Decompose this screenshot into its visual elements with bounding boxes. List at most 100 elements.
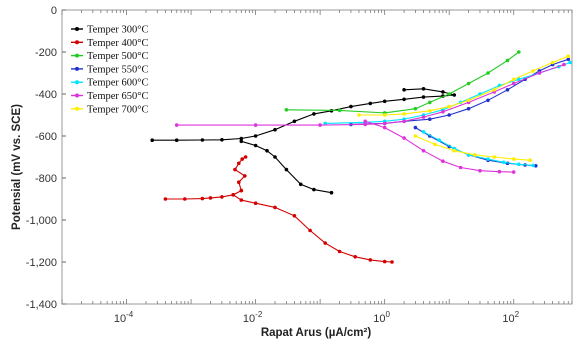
- y-tick-label: -600: [35, 131, 57, 143]
- data-point: [441, 159, 445, 163]
- data-point: [458, 165, 463, 170]
- data-point: [517, 50, 521, 54]
- data-point: [243, 174, 247, 178]
- series-2: [163, 188, 244, 201]
- data-point: [253, 143, 258, 148]
- data-point: [492, 88, 497, 92]
- data-point: [312, 187, 316, 192]
- data-point: [421, 115, 426, 119]
- data-point: [447, 92, 452, 96]
- legend-swatch-marker: [75, 93, 79, 98]
- data-point: [531, 69, 535, 73]
- legend-label: Temper 500°C: [87, 51, 149, 62]
- data-point: [323, 241, 328, 245]
- data-point: [382, 113, 387, 117]
- data-point: [174, 123, 179, 127]
- x-tick-label: 102: [502, 310, 519, 325]
- series-4: [231, 193, 394, 264]
- data-point: [323, 121, 328, 126]
- series-5: [284, 50, 521, 115]
- data-point: [505, 88, 510, 92]
- data-point: [233, 167, 237, 172]
- data-point: [402, 136, 406, 140]
- series-13: [413, 134, 532, 162]
- series-11: [363, 119, 516, 174]
- data-point: [568, 60, 572, 65]
- series-10: [174, 62, 566, 127]
- data-point: [537, 71, 542, 75]
- data-point: [318, 123, 322, 127]
- legend-label: Temper 600°C: [87, 78, 149, 89]
- series-1: [239, 139, 334, 195]
- data-point: [273, 127, 277, 132]
- data-point: [447, 104, 452, 109]
- data-point: [353, 254, 358, 259]
- x-tick-label: 10-4: [114, 310, 134, 325]
- legend-label: Temper 700°C: [87, 104, 149, 115]
- data-point: [349, 104, 353, 109]
- data-point: [220, 195, 224, 199]
- series-9: [421, 130, 535, 168]
- data-point: [183, 197, 187, 201]
- data-point: [478, 168, 482, 173]
- data-point: [239, 188, 244, 193]
- data-point: [200, 196, 205, 201]
- data-point: [466, 98, 471, 103]
- data-point: [363, 119, 368, 124]
- data-point: [337, 249, 342, 254]
- data-point: [163, 197, 168, 201]
- data-point: [239, 139, 244, 144]
- data-point: [531, 163, 535, 168]
- data-point: [357, 113, 361, 117]
- data-point: [150, 138, 154, 142]
- data-point: [239, 136, 244, 141]
- data-point: [486, 157, 490, 161]
- data-point: [298, 182, 303, 187]
- series-line: [176, 64, 565, 126]
- data-point: [413, 134, 418, 138]
- data-point: [550, 60, 555, 65]
- data-point: [562, 62, 566, 67]
- legend-label: Temper 300°C: [87, 25, 149, 36]
- data-point: [486, 71, 490, 75]
- legend-label: Temper 550°C: [87, 64, 149, 75]
- data-point: [402, 88, 406, 92]
- data-point: [421, 148, 426, 153]
- data-point: [428, 117, 432, 121]
- data-point: [466, 81, 471, 86]
- x-axis: 10-4 10-2 100 102: [61, 10, 573, 325]
- data-point: [265, 148, 269, 153]
- legend-label: Temper 650°C: [87, 91, 149, 102]
- data-point: [363, 122, 368, 127]
- data-point: [312, 112, 316, 116]
- series-7: [413, 125, 538, 168]
- data-point: [501, 160, 506, 165]
- data-point: [402, 97, 406, 102]
- data-point: [517, 162, 521, 167]
- series-line: [423, 131, 534, 166]
- data-point: [402, 119, 406, 124]
- series-line: [152, 88, 455, 141]
- series-6: [349, 57, 571, 127]
- data-point: [566, 54, 571, 58]
- y-tick-label: -800: [35, 173, 57, 185]
- data-point: [253, 201, 258, 205]
- data-point: [253, 134, 258, 138]
- data-point: [437, 138, 442, 142]
- data-point: [534, 164, 538, 168]
- y-tick-label: -400: [35, 89, 57, 101]
- data-point: [441, 90, 445, 94]
- data-point: [511, 170, 516, 174]
- y-tick-label: -1,200: [26, 257, 57, 269]
- data-point: [390, 260, 394, 264]
- data-point: [382, 99, 387, 104]
- y-tick-label: -200: [35, 47, 57, 59]
- legend-swatch-marker: [75, 40, 79, 45]
- legend: Temper 300°C Temper 400°C Temper 500°C Temp…: [71, 25, 149, 115]
- data-point: [273, 155, 277, 159]
- legend-label: Temper 400°C: [87, 38, 149, 49]
- x-axis-title: Rapat Arus (µA/cm²): [261, 327, 372, 339]
- legend-swatch-marker: [75, 106, 79, 111]
